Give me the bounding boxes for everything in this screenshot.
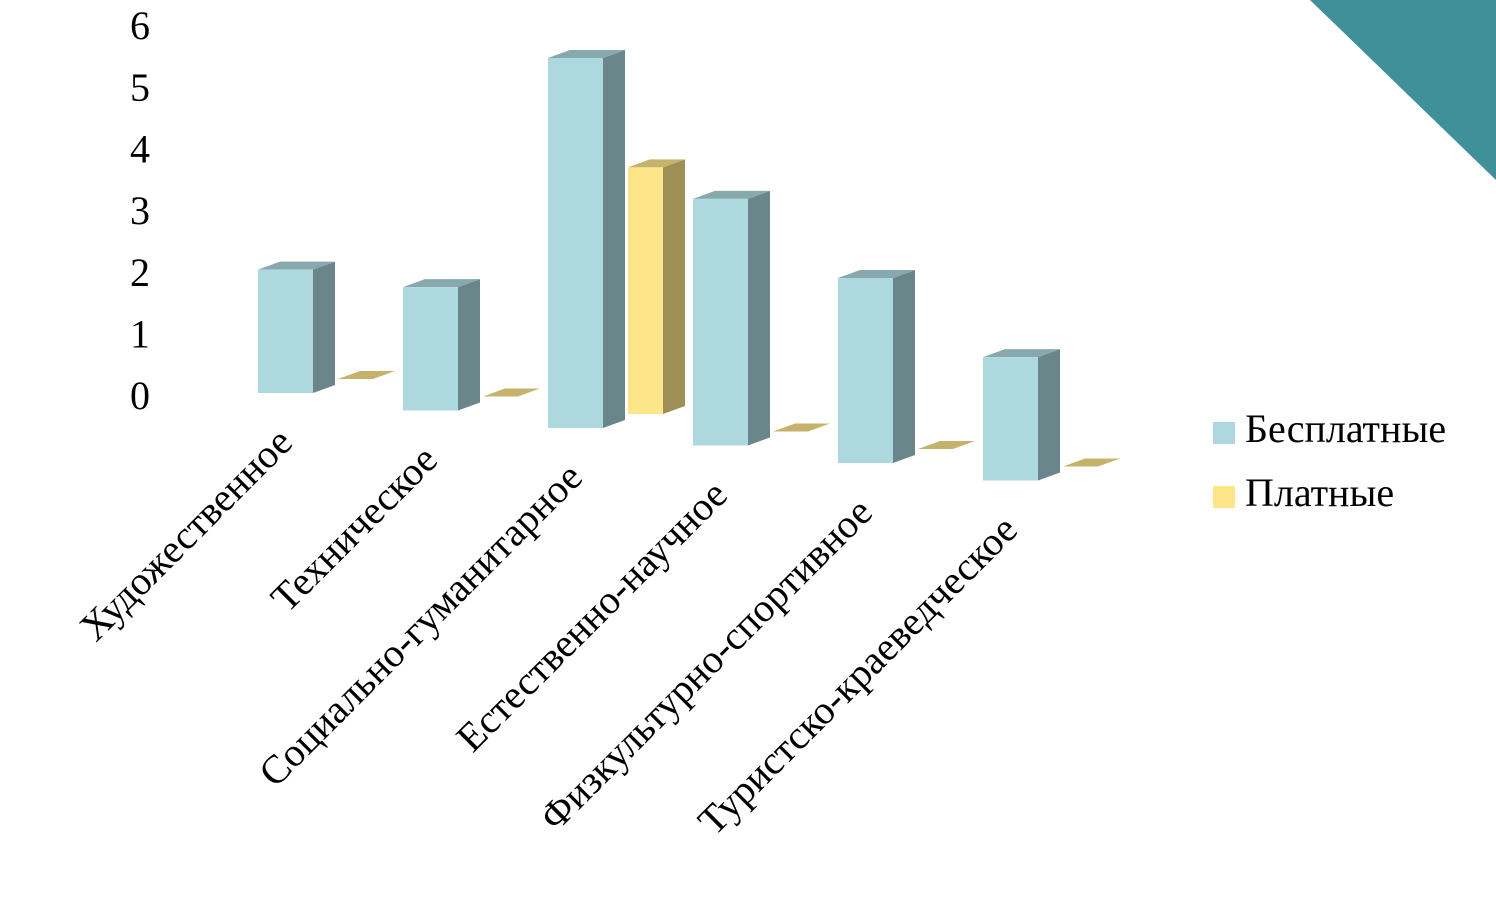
x-tick-label: Физкультурно-спортивное	[531, 489, 881, 839]
bar-side	[313, 261, 335, 393]
legend-label: Бесплатные	[1245, 406, 1446, 451]
bar	[983, 357, 1038, 481]
x-tick-label: Социально-гуманитарное	[250, 454, 591, 795]
bar	[403, 287, 458, 411]
y-tick-label: 6	[130, 3, 150, 48]
y-tick-label: 3	[130, 188, 150, 233]
legend-swatch	[1213, 422, 1235, 444]
bar-side	[748, 190, 770, 446]
bar-top	[983, 349, 1060, 358]
bar-top	[693, 190, 770, 199]
bar-top	[1063, 458, 1120, 467]
y-tick-label: 5	[130, 65, 150, 110]
bar	[628, 167, 663, 414]
bar-top	[548, 50, 625, 58]
bar	[693, 198, 748, 446]
bar-top	[838, 270, 915, 278]
bar-top	[918, 441, 975, 449]
bar-top	[403, 279, 480, 288]
y-tick-label: 0	[130, 373, 150, 418]
bar-top	[258, 261, 335, 270]
y-tick-label: 1	[130, 312, 150, 357]
bar-top	[773, 423, 830, 432]
bar	[258, 269, 313, 393]
y-tick-label: 4	[130, 127, 150, 172]
corner-decoration	[1310, 0, 1496, 180]
x-tick-label: Естественно-научное	[447, 472, 736, 761]
bar-top	[338, 371, 395, 379]
x-tick-label: Туристско-краеведческое	[689, 507, 1026, 844]
bar	[548, 58, 603, 428]
x-tick-label: Художественное	[70, 419, 300, 649]
bar-side	[603, 50, 625, 428]
bar-top	[628, 159, 685, 168]
y-tick-label: 2	[130, 250, 150, 295]
legend-label: Платные	[1245, 470, 1394, 515]
bar-side	[1038, 349, 1060, 481]
bar-side	[893, 270, 915, 463]
bar-top	[483, 388, 540, 397]
x-tick-label: Техническое	[262, 437, 446, 621]
bar-side	[458, 279, 480, 411]
legend-swatch	[1213, 486, 1235, 508]
bar	[838, 278, 893, 463]
bar-side	[663, 159, 685, 414]
